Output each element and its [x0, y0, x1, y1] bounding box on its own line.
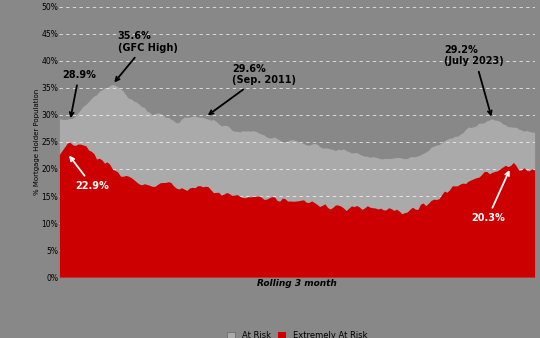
X-axis label: Rolling 3 month: Rolling 3 month: [257, 279, 337, 288]
Text: 28.9%: 28.9%: [62, 70, 96, 116]
Text: 29.2%
(July 2023): 29.2% (July 2023): [444, 45, 504, 115]
Text: 22.9%: 22.9%: [70, 157, 109, 191]
Text: 29.6%
(Sep. 2011): 29.6% (Sep. 2011): [210, 64, 296, 114]
Text: 35.6%
(GFC High): 35.6% (GFC High): [116, 31, 178, 81]
Y-axis label: % Mortgage Holder Population: % Mortgage Holder Population: [33, 89, 40, 195]
Text: 20.3%: 20.3%: [471, 172, 509, 223]
Legend: At Risk, Extremely At Risk: At Risk, Extremely At Risk: [224, 328, 370, 338]
